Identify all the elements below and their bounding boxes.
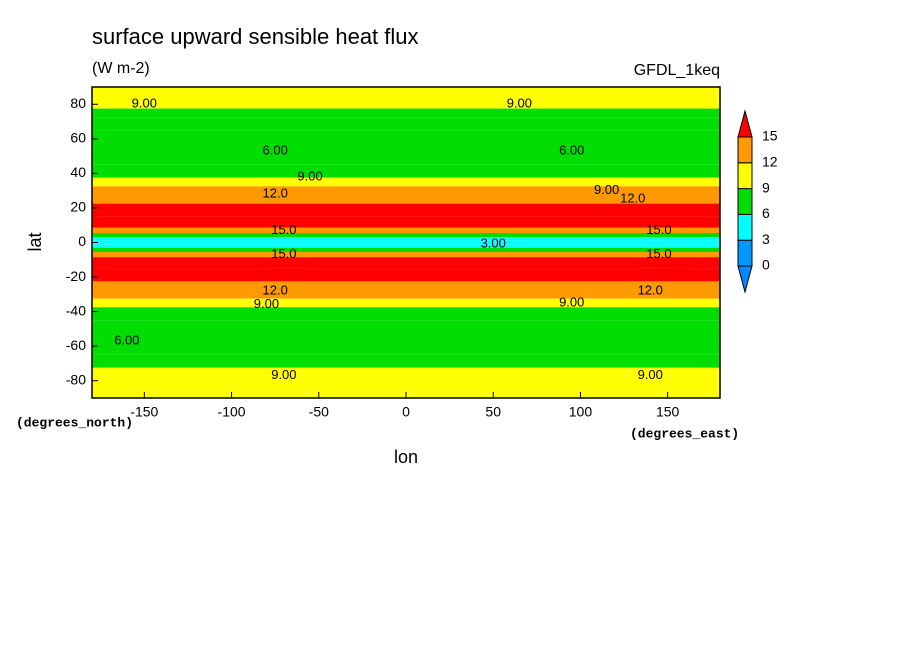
y-tick-label: -60 — [66, 337, 86, 353]
y-tick-label: 20 — [70, 199, 86, 215]
y-tick-label: 0 — [78, 233, 86, 249]
colorbar-label: 6 — [762, 205, 770, 221]
field-band — [92, 232, 720, 238]
contour-label: 9.00 — [638, 367, 663, 382]
field-band — [92, 290, 720, 299]
x-tick-label: 100 — [569, 404, 593, 420]
contour-label: 15.0 — [271, 222, 296, 237]
y-units: (degrees_north) — [16, 415, 133, 430]
y-tick-label: -80 — [66, 371, 86, 387]
contour-label: 12.0 — [638, 282, 663, 297]
y-tick-label: -40 — [66, 302, 86, 318]
colorbar-label: 12 — [762, 154, 778, 170]
field-band — [92, 194, 720, 204]
colorbar-under — [737, 265, 753, 294]
contour-label: 15.0 — [646, 222, 671, 237]
field-band — [92, 367, 720, 377]
contour-label: 3.00 — [481, 236, 506, 251]
field — [92, 87, 720, 398]
x-tick-label: -150 — [130, 404, 158, 420]
y-tick-label: 60 — [70, 130, 86, 146]
colorbar-label: 9 — [762, 179, 770, 195]
y-axis-label: lat — [25, 232, 45, 251]
field-band — [92, 247, 720, 253]
field-band — [92, 203, 720, 217]
field-band — [92, 177, 720, 187]
contour-label: 9.00 — [132, 96, 157, 111]
chart-title: surface upward sensible heat flux — [92, 24, 419, 49]
field-band — [92, 87, 720, 96]
contour-label: 6.00 — [263, 142, 288, 157]
colorbar-label: 3 — [762, 231, 770, 247]
colorbar-bin — [737, 162, 753, 190]
contour-label: 9.00 — [507, 96, 532, 111]
field-band — [92, 354, 720, 368]
x-axis-label: lon — [394, 447, 418, 467]
field-band — [92, 95, 720, 109]
colorbar-over — [737, 109, 753, 138]
field-band — [92, 376, 720, 390]
field-band — [92, 117, 720, 131]
field-band — [92, 147, 720, 165]
field-band — [92, 281, 720, 291]
field-band — [92, 244, 720, 248]
colorbar-label: 0 — [762, 257, 770, 273]
contour-label: 6.00 — [559, 142, 584, 157]
contour-label: 15.0 — [646, 246, 671, 261]
field-band — [92, 237, 720, 241]
contour-label: 9.00 — [297, 168, 322, 183]
y-tick-label: 40 — [70, 164, 86, 180]
field-band — [92, 337, 720, 355]
field-band — [92, 252, 720, 258]
contour-label: 9.00 — [559, 294, 584, 309]
colorbar-bin — [737, 213, 753, 241]
x-tick-label: -50 — [309, 404, 329, 420]
contour-label: 12.0 — [263, 186, 288, 201]
colorbar-bin — [737, 136, 753, 164]
chart-subtitle: (W m-2) — [92, 60, 150, 77]
field-band — [92, 216, 720, 228]
field-band — [92, 108, 720, 118]
colorbar-bin — [737, 239, 753, 267]
annotation: GFDL_1keq — [634, 62, 720, 79]
field-band — [92, 298, 720, 308]
y-tick-label: 80 — [70, 95, 86, 111]
contour-label: 9.00 — [254, 296, 279, 311]
contour-label: 15.0 — [271, 246, 296, 261]
colorbar-bin — [737, 188, 753, 215]
contour-label: 6.00 — [114, 332, 139, 347]
field-band — [92, 320, 720, 338]
x-units: (degrees_east) — [630, 426, 739, 441]
field-band — [92, 130, 720, 148]
field-band — [92, 186, 720, 195]
contour-label: 12.0 — [263, 282, 288, 297]
x-tick-label: 150 — [656, 404, 680, 420]
contour-label: 12.0 — [620, 191, 645, 206]
x-tick-label: 0 — [402, 404, 410, 420]
field-band — [92, 164, 720, 178]
field-band — [92, 240, 720, 245]
field-band — [92, 268, 720, 282]
contour-label: 9.00 — [271, 367, 296, 382]
x-tick-label: -100 — [218, 404, 246, 420]
field-band — [92, 307, 720, 321]
x-tick-label: 50 — [485, 404, 501, 420]
y-tick-label: -20 — [66, 268, 86, 284]
field-band — [92, 227, 720, 233]
colorbar-label: 15 — [762, 128, 778, 144]
field-band — [92, 257, 720, 269]
contour-label: 9.00 — [594, 182, 619, 197]
